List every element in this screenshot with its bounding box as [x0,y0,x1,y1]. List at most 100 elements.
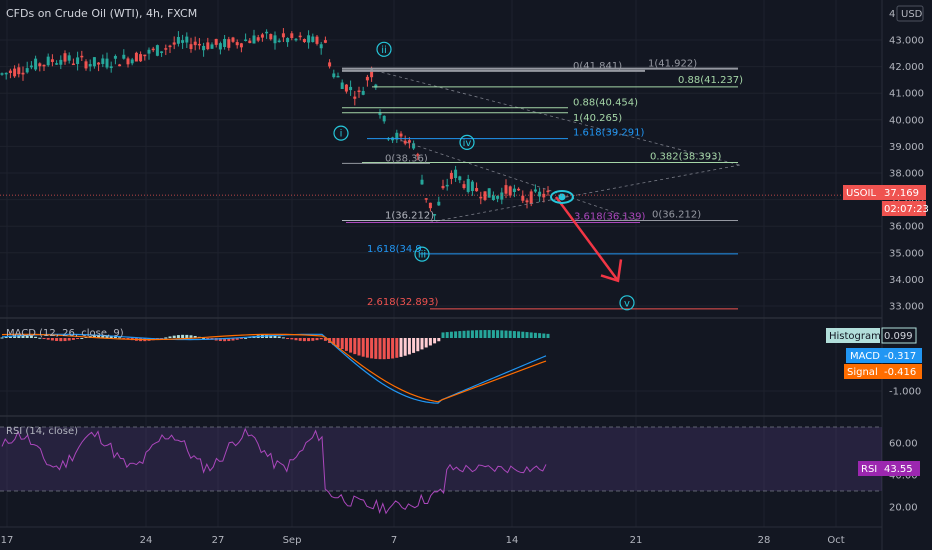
macd-histogram-bar [344,338,348,351]
trend-line-inner [394,138,641,222]
wave-label-text: iii [418,250,426,261]
macd-histogram-bar [374,338,378,359]
candle-body [181,40,185,43]
fib-level-label: 0(41.841) [573,61,622,72]
candle-body [294,38,298,41]
macd-histogram-bar [273,335,277,338]
currency-label: USD [901,9,923,20]
candle-body [176,36,180,44]
macd-histogram-bar [479,330,483,338]
macd-tag-label: MACD [850,351,880,362]
macd-histogram-bar [269,335,273,338]
candle-body [168,45,172,48]
symbol-title[interactable]: CFDs on Crude Oil (WTI), 4h, FXCM [6,7,197,20]
fib-level-label: 0.382(38.393) [650,152,722,163]
rsi-value: 43.55 [884,464,913,475]
fib-level-label: 0(38.36) [385,153,428,164]
candle-body [55,63,59,65]
candle-body [147,49,151,54]
time-axis[interactable]: 17 24 27 Sep 7 14 21 28 Oct [1,535,845,546]
candle-body [336,75,340,78]
candle-body [407,140,411,143]
candle-body [302,39,306,43]
time-tick-label: 27 [212,535,225,546]
wave-label-text: v [624,298,630,309]
signal-value: -0.416 [884,367,916,378]
macd-histogram-bar [412,338,416,353]
price-tick-label: 39.000 [889,142,924,153]
macd-histogram-bar [437,338,441,342]
candle-body [281,33,285,38]
macd-histogram-bar [46,338,50,340]
fib-level-label: 1(40.265) [573,113,622,124]
candle-body [462,184,466,189]
wave-label: iii [414,246,430,262]
candle-body [122,54,126,59]
currency-button[interactable] [896,5,924,22]
rsi-tag [858,461,882,476]
candle-body [412,143,416,149]
rsi-title[interactable]: RSI (14, close) [6,426,78,437]
candle-body [500,192,504,200]
macd-histogram-bar [294,338,298,341]
candle-body [71,63,75,66]
macd-value-tag [882,348,922,363]
candle-body [315,36,319,44]
macd-histogram-bar [164,337,168,339]
time-tick-label: 21 [630,535,643,546]
candle-body [29,65,33,68]
candle-body [307,35,311,43]
macd-histogram-bar [546,333,550,338]
candle-body [349,86,353,91]
fib-level-label: 0(36.212) [652,210,701,221]
macd-histogram-bar [458,331,462,338]
macd-histogram-bar [378,338,382,360]
time-tick-label: 24 [140,535,153,546]
macd-histogram-bar [349,338,353,353]
candle-body [8,70,12,73]
macd-histogram-bar [38,337,42,339]
wave-label: iv [459,134,475,151]
time-tick-label: 14 [506,535,519,546]
candle-body [441,185,445,189]
macd-tag [846,348,882,363]
time-tick-label: Sep [283,535,302,546]
candle-body [445,184,449,187]
candle-body [109,66,113,69]
candle-body [357,90,361,93]
candle-body [311,36,315,43]
macd-histogram-bar [504,330,508,338]
candle-body [34,58,38,70]
candle-body [227,39,231,48]
macd-histogram-bar [441,332,445,338]
candle-body [76,57,80,65]
candle-body [244,39,248,42]
time-tick-label: 17 [1,535,14,546]
macd-histogram-bar [319,338,323,340]
macd-histogram-bar [59,338,63,342]
macd-histogram-bar [97,334,101,338]
macd-histogram-bar [307,338,311,342]
eye-icon-pupil [558,193,566,201]
price-tick-label: 43.000 [889,36,924,47]
signal-line [1,333,547,403]
candle-body [143,54,147,57]
candle-body [449,172,453,179]
macd-title[interactable]: MACD (12, 26, close, 9) [6,328,124,339]
candle-body [340,82,344,90]
candle-body [508,186,512,196]
candle-body [185,36,189,43]
candle-body [25,68,29,73]
macd-histogram-bar [521,331,525,338]
candle-body [160,51,164,53]
price-tick-label: 38.000 [889,169,924,180]
candle-body [101,58,105,64]
price-tick-label: 36.000 [889,222,924,233]
macd-histogram-bar [525,332,529,338]
macd-histogram-bar [370,338,374,359]
candle-body [420,179,424,185]
candle-body [113,55,117,59]
candle-body [286,38,290,43]
rsi-pane [1,427,547,515]
